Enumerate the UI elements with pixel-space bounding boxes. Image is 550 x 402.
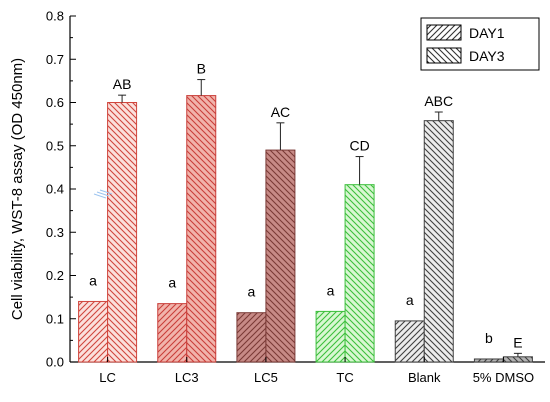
y-tick-label: 0.1 (46, 311, 64, 326)
significance-label: a (248, 284, 256, 300)
bar-day1-5 (473, 358, 504, 363)
bar-day1-2 (236, 312, 267, 363)
bar-day3-1 (186, 95, 217, 363)
y-tick-label: 0.2 (46, 268, 64, 283)
x-tick-label: Blank (408, 370, 441, 385)
significance-label: a (327, 282, 335, 298)
y-axis-label: Cell viability, WST-8 assay (OD 450nm) (9, 58, 26, 320)
x-tick-label: TC (336, 370, 353, 385)
bar-day1-4 (394, 320, 425, 363)
y-tick-label: 0.7 (46, 52, 64, 67)
legend-swatch-day1 (426, 24, 462, 41)
y-tick-label: 0.6 (46, 95, 64, 110)
y-tick-label: 0.5 (46, 138, 64, 153)
significance-label: AB (113, 76, 132, 92)
significance-label: B (197, 61, 206, 77)
bar-day1-3 (315, 310, 346, 363)
plot-area: 0.0 0.1 0.2 0.3 0.4 0.5 0.6 0.7 0.8 a AB LC a B LC3 a AC… (46, 9, 545, 385)
y-tick-label: 0.0 (46, 355, 64, 370)
y-tick-label: 0.8 (46, 9, 64, 24)
bar-day3-0 (107, 102, 138, 363)
x-tick-label: 5% DMSO (473, 370, 534, 385)
y-tick-label: 0.3 (46, 225, 64, 240)
bar-day1-0 (78, 300, 109, 363)
artifact-mark (93, 189, 113, 199)
significance-label: AC (271, 104, 290, 120)
significance-label: a (89, 272, 97, 288)
bar-day3-3 (344, 184, 375, 363)
bar-day1-1 (157, 303, 188, 363)
bar-day3-5 (502, 356, 533, 363)
bar-day3-4 (423, 120, 454, 363)
legend-label-day1: DAY1 (469, 25, 505, 41)
significance-label: b (485, 330, 493, 346)
significance-label: a (168, 275, 176, 291)
significance-label: E (513, 334, 522, 350)
bar-day3-2 (265, 149, 296, 363)
significance-label: CD (349, 138, 369, 154)
x-tick-label: LC5 (254, 370, 278, 385)
significance-label: a (406, 292, 414, 308)
legend-swatch-day3 (426, 47, 462, 64)
legend-label-day3: DAY3 (469, 48, 505, 64)
significance-label: ABC (424, 93, 453, 109)
x-tick-label: LC (99, 370, 116, 385)
y-tick-label: 0.4 (46, 182, 64, 197)
x-tick-label: LC3 (175, 370, 199, 385)
